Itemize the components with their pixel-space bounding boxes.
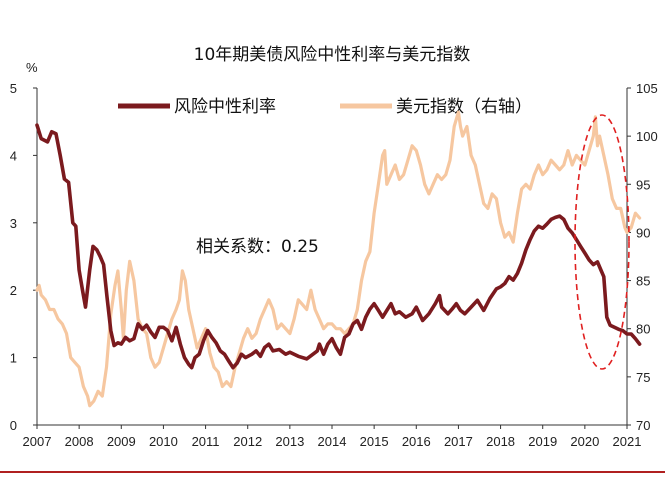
series-line-dxy bbox=[35, 110, 642, 408]
y-unit-label: % bbox=[26, 60, 38, 75]
legend-label-rate: 风险中性利率 bbox=[174, 97, 276, 117]
y-right-tick-label: 80 bbox=[636, 322, 650, 337]
x-tick-label: 2013 bbox=[275, 434, 304, 449]
y-left-tick-label: 3 bbox=[10, 216, 17, 231]
legend-label-dxy: 美元指数（右轴） bbox=[396, 97, 532, 117]
x-tick-label: 2012 bbox=[233, 434, 262, 449]
axes: 2007 2008 2009 2010 2011 2012 2013 2014 2015 2016… bbox=[10, 81, 658, 449]
y-right-tick-label: 100 bbox=[636, 129, 658, 144]
x-tick-label: 2016 bbox=[402, 434, 431, 449]
x-tick-label: 2014 bbox=[318, 434, 347, 449]
x-tick-label: 2007 bbox=[23, 434, 52, 449]
x-tick-label: 2018 bbox=[486, 434, 515, 449]
y-right-tick-label: 105 bbox=[636, 81, 658, 96]
y-left-tick-label: 1 bbox=[10, 351, 17, 366]
correlation-annotation: 相关系数：0.25 bbox=[196, 237, 319, 257]
x-tick-label: 2020 bbox=[570, 434, 599, 449]
series-line-rate bbox=[35, 123, 642, 370]
y-right-tick-label: 75 bbox=[636, 370, 650, 385]
y-right-tick-label: 85 bbox=[636, 274, 650, 289]
x-tick-label: 2009 bbox=[107, 434, 136, 449]
x-tick-label: 2017 bbox=[444, 434, 473, 449]
chart-title: 10年期美债风险中性利率与美元指数 bbox=[194, 45, 471, 65]
plot-area bbox=[35, 110, 642, 408]
x-tick-label: 2011 bbox=[192, 434, 220, 449]
y-right-tick-label: 70 bbox=[636, 418, 650, 433]
y-left-tick-label: 4 bbox=[10, 148, 17, 163]
x-tick-label: 2008 bbox=[65, 434, 94, 449]
x-tick-label: 2019 bbox=[528, 434, 557, 449]
y-right-tick-label: 90 bbox=[636, 225, 650, 240]
x-tick-label: 2015 bbox=[360, 434, 389, 449]
x-tick-label: 2021 bbox=[613, 434, 642, 449]
y-left-tick-label: 5 bbox=[10, 81, 17, 96]
highlight-ellipse bbox=[574, 114, 630, 370]
y-left-tick-label: 0 bbox=[10, 418, 17, 433]
y-left-tick-label: 2 bbox=[10, 283, 17, 298]
legend: 风险中性利率 美元指数（右轴） bbox=[118, 97, 532, 117]
y-right-tick-label: 95 bbox=[636, 177, 650, 192]
x-tick-label: 2010 bbox=[149, 434, 178, 449]
